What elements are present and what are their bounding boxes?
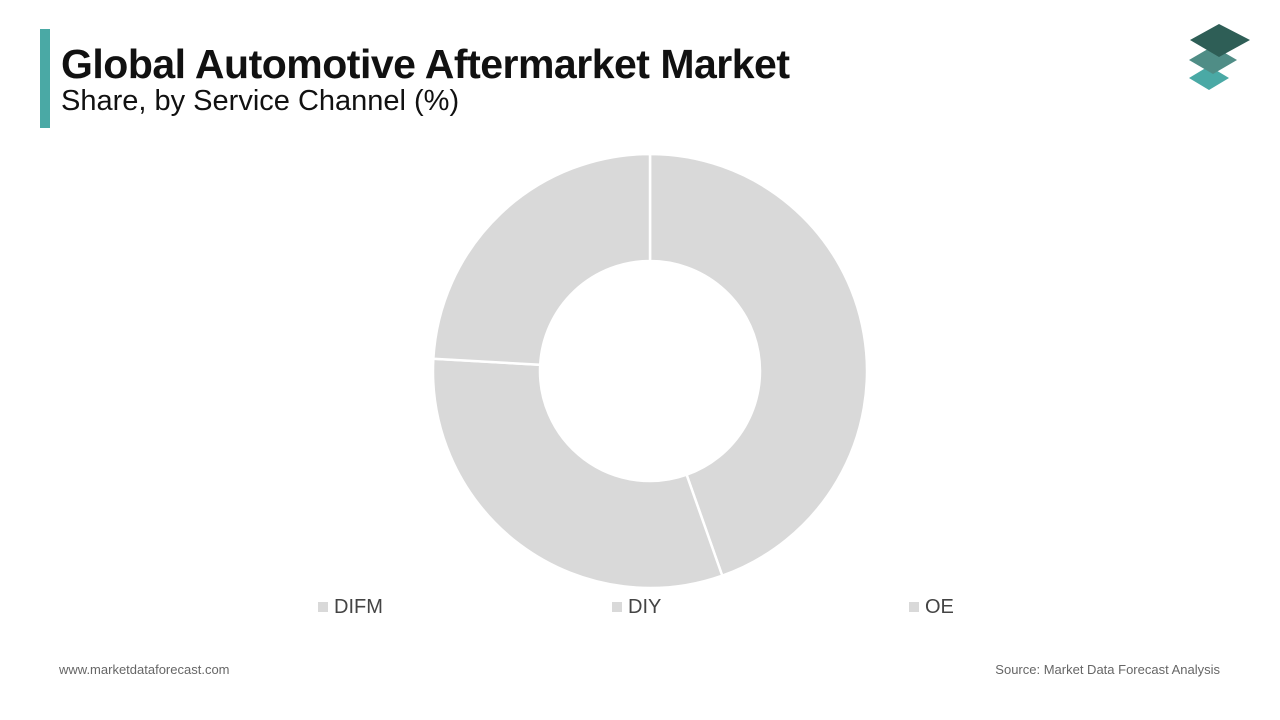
- legend-item-oe: OE: [909, 595, 954, 619]
- legend-label-oe: OE: [925, 595, 954, 618]
- pie-slice-diy: [431, 357, 724, 590]
- pie-slice-difm: [648, 152, 869, 578]
- footer-source: Source: Market Data Forecast Analysis: [995, 662, 1220, 677]
- chart-title: Global Automotive Aftermarket Market: [61, 41, 790, 87]
- logo-layer-bottom: [1189, 66, 1229, 90]
- stacked-layers-icon: [1189, 24, 1250, 90]
- title-accent-bar: [40, 29, 50, 128]
- legend-swatch-diy: [612, 602, 622, 612]
- legend-swatch-oe: [909, 602, 919, 612]
- chart-subtitle: Share, by Service Channel (%): [61, 85, 460, 117]
- legend-label-diy: DIY: [628, 595, 662, 618]
- footer-website: www.marketdataforecast.com: [59, 662, 230, 677]
- legend-item-diy: DIY: [612, 595, 661, 619]
- legend-label-difm: DIFM: [334, 595, 383, 618]
- legend-swatch-difm: [318, 602, 328, 612]
- legend-item-difm: DIFM: [318, 595, 383, 619]
- pie-slice-oe: [432, 152, 652, 367]
- logo-layer-top: [1190, 24, 1250, 57]
